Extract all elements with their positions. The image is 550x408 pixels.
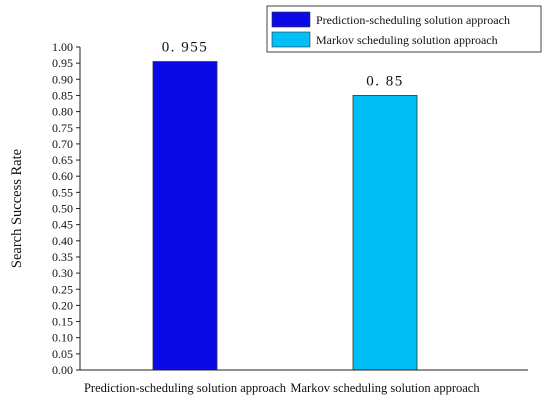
y-tick-label: 0.80: [52, 105, 73, 119]
legend-swatch: [271, 31, 311, 48]
y-axis-label: Search Success Rate: [9, 149, 25, 268]
y-tick-label: 0.05: [52, 347, 73, 361]
x-axis-category-labels: Prediction-scheduling solution approach M…: [84, 381, 480, 395]
y-tick-label: 0.10: [52, 331, 73, 345]
x-category-label: Markov scheduling solution approach: [290, 381, 480, 395]
y-tick-label: 0.65: [52, 153, 73, 167]
y-tick-label: 0.75: [52, 121, 73, 135]
y-tick-label: 0.95: [52, 56, 73, 70]
legend-label: Markov scheduling solution approach: [316, 33, 498, 47]
bar: [152, 61, 218, 371]
y-tick-label: 0.35: [52, 250, 73, 264]
y-tick-label: 1.00: [52, 40, 73, 54]
y-tick-label: 0.45: [52, 218, 73, 232]
y-tick-label: 0.50: [52, 202, 73, 216]
data-labels: 0. 955 0. 85: [162, 40, 404, 90]
y-tick-label: 0.60: [52, 169, 73, 183]
y-axis-ticks: 0.00 0.05 0.10 0.15 0.20 0.25 0.30 0.35 0.40 0.45…: [52, 40, 80, 377]
legend-label: Prediction-scheduling solution approach: [316, 13, 510, 27]
y-tick-label: 0.90: [52, 72, 73, 86]
legend-swatch: [271, 11, 311, 28]
y-tick-label: 0.40: [52, 234, 73, 248]
legend: Prediction-scheduling solution approach M…: [266, 5, 542, 53]
y-tick-label: 0.20: [52, 298, 73, 312]
bar-data-label: 0. 85: [366, 73, 404, 89]
x-category-label: Prediction-scheduling solution approach: [84, 381, 287, 395]
y-tick-label: 0.85: [52, 88, 73, 102]
bar-data-label: 0. 955: [162, 40, 209, 56]
y-tick-label: 0.55: [52, 185, 73, 199]
y-tick-label: 0.25: [52, 282, 73, 296]
y-tick-label: 0.15: [52, 315, 73, 329]
bar: [352, 95, 418, 371]
bars: [152, 61, 418, 371]
y-tick-label: 0.00: [52, 363, 73, 377]
y-tick-label: 0.70: [52, 137, 73, 151]
y-tick-label: 0.30: [52, 266, 73, 280]
legend-box: [266, 5, 542, 53]
